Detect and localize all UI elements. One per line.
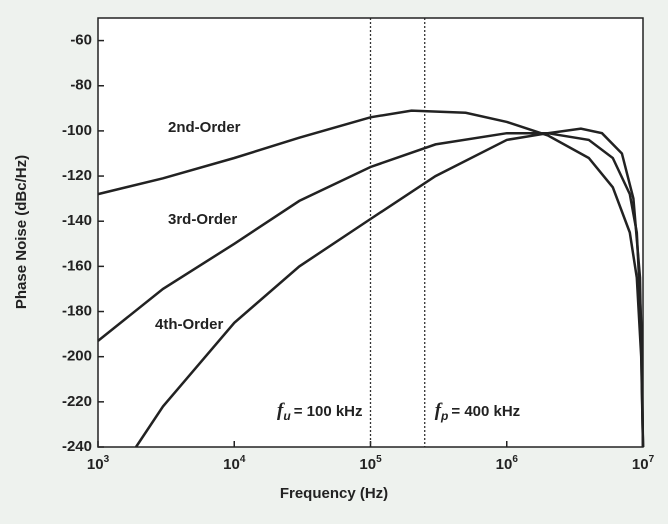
marker-label: fu = 100 kHz <box>277 400 362 423</box>
series-label: 2nd-Order <box>168 119 241 136</box>
x-tick-label: 107 <box>632 454 655 473</box>
series-label: 4th-Order <box>155 316 224 333</box>
plot-frame <box>97 17 644 448</box>
y-tick-label: -160 <box>62 257 92 274</box>
y-tick-label: -100 <box>62 122 92 139</box>
tick-base: 10 <box>496 456 513 473</box>
marker-symbol: f <box>277 400 285 421</box>
y-tick-label: -200 <box>62 348 92 365</box>
series-line <box>134 127 645 448</box>
series-label: 3rd-Order <box>168 211 237 228</box>
y-axis-label: Phase Noise (dBc/Hz) <box>13 155 30 309</box>
tick-base: 10 <box>223 456 240 473</box>
x-axis-label: Frequency (Hz) <box>280 485 388 502</box>
marker-symbol: f <box>435 400 443 421</box>
marker-label: fp = 400 kHz <box>435 400 520 423</box>
x-tick-label: 103 <box>87 454 110 473</box>
tick-base: 10 <box>87 456 104 473</box>
y-tick-label: -240 <box>62 438 92 455</box>
marker-text: = 100 kHz <box>294 403 363 420</box>
tick-exponent: 5 <box>376 454 382 465</box>
y-tick-label: -220 <box>62 393 92 410</box>
tick-exponent: 4 <box>240 454 246 465</box>
y-tick-label: -140 <box>62 212 92 229</box>
y-tick-label: -120 <box>62 167 92 184</box>
tick-base: 10 <box>359 456 376 473</box>
tick-base: 10 <box>632 456 649 473</box>
marker-subscript: p <box>440 409 448 423</box>
x-tick-label: 104 <box>223 454 246 473</box>
marker-text: = 400 kHz <box>451 403 520 420</box>
tick-exponent: 3 <box>104 454 110 465</box>
marker-subscript: u <box>283 409 291 423</box>
tick-exponent: 6 <box>512 454 518 465</box>
series-line <box>97 109 645 448</box>
x-tick-label: 106 <box>496 454 519 473</box>
tick-exponent: 7 <box>649 454 655 465</box>
y-tick-label: -80 <box>70 77 92 94</box>
y-tick-label: -60 <box>70 32 92 49</box>
y-tick-label: -180 <box>62 302 92 319</box>
x-tick-label: 105 <box>359 454 382 473</box>
